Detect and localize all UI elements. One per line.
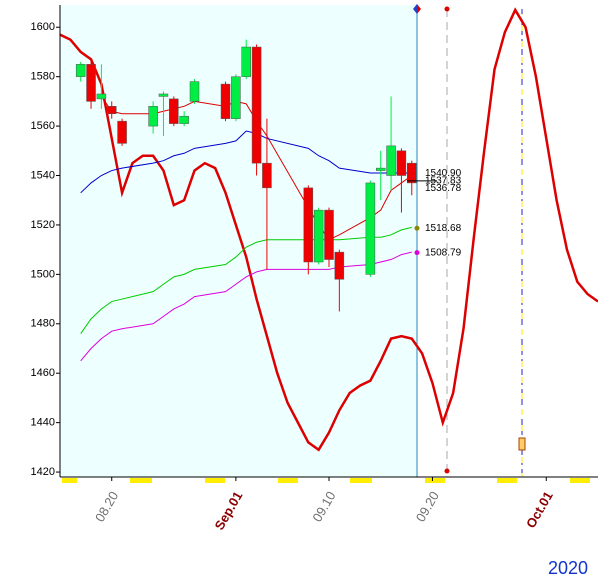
candle-body [106, 106, 117, 114]
candle-body [148, 106, 158, 127]
candle-body [396, 150, 407, 176]
history-background [60, 5, 417, 477]
weekend-markers [62, 478, 590, 483]
forecast-marker [444, 468, 450, 474]
candle-body [220, 83, 231, 119]
y-tick-label: 1580 [31, 71, 55, 83]
candle-body [375, 167, 386, 171]
price-label: 1540.90 [425, 168, 462, 179]
y-tick-label: 1420 [31, 466, 55, 478]
y-tick-label: 1500 [31, 268, 55, 280]
x-tick-label: Oct.01 [523, 489, 556, 531]
candle-body [262, 162, 272, 189]
peak-marker [518, 437, 526, 451]
x-tick-label: 08.20 [92, 489, 121, 525]
x-tick-label: 09.10 [309, 489, 338, 525]
year-label: 2020 [548, 558, 588, 578]
today-marker [413, 4, 417, 14]
candle-body [189, 81, 200, 102]
line-series [100, 96, 413, 241]
line-series [59, 7, 598, 452]
line-series [80, 130, 412, 194]
plot [59, 7, 598, 452]
candle-body [407, 162, 417, 184]
price-label: 1537.83 [425, 176, 462, 187]
y-tick-label: 1600 [31, 21, 55, 33]
candle-body [313, 209, 324, 263]
today-marker [417, 4, 421, 14]
candle-body [169, 98, 179, 124]
candle-body [231, 76, 241, 119]
price-label: 1508.79 [425, 247, 462, 258]
y-tick-label: 1480 [31, 318, 55, 330]
candle-body [241, 46, 251, 77]
candle-body [251, 46, 262, 164]
y-tick-label: 1460 [31, 367, 55, 379]
price-dot [414, 250, 420, 256]
candle-body [303, 187, 314, 263]
x-tick-label: Sep.01 [212, 489, 246, 533]
candle-body [386, 145, 396, 176]
forecast-marker [444, 6, 450, 12]
y-tick-label: 1520 [31, 219, 55, 231]
candle-body [334, 251, 345, 280]
price-label: 1536.78 [425, 183, 462, 194]
candle-body [86, 64, 96, 102]
candle-body [158, 93, 169, 97]
price-dot [414, 225, 420, 231]
y-tick-label: 1560 [31, 120, 55, 132]
candle-body [75, 64, 86, 77]
x-tick-label: 09.20 [413, 489, 442, 525]
candle-body [324, 209, 334, 260]
candle-body [365, 182, 376, 275]
candle-body [179, 115, 189, 124]
y-tick-label: 1540 [31, 169, 55, 181]
candle-body [117, 120, 127, 144]
y-tick-label: 1440 [31, 417, 55, 429]
candle-body [96, 93, 107, 100]
price-label: 1518.68 [425, 223, 462, 234]
